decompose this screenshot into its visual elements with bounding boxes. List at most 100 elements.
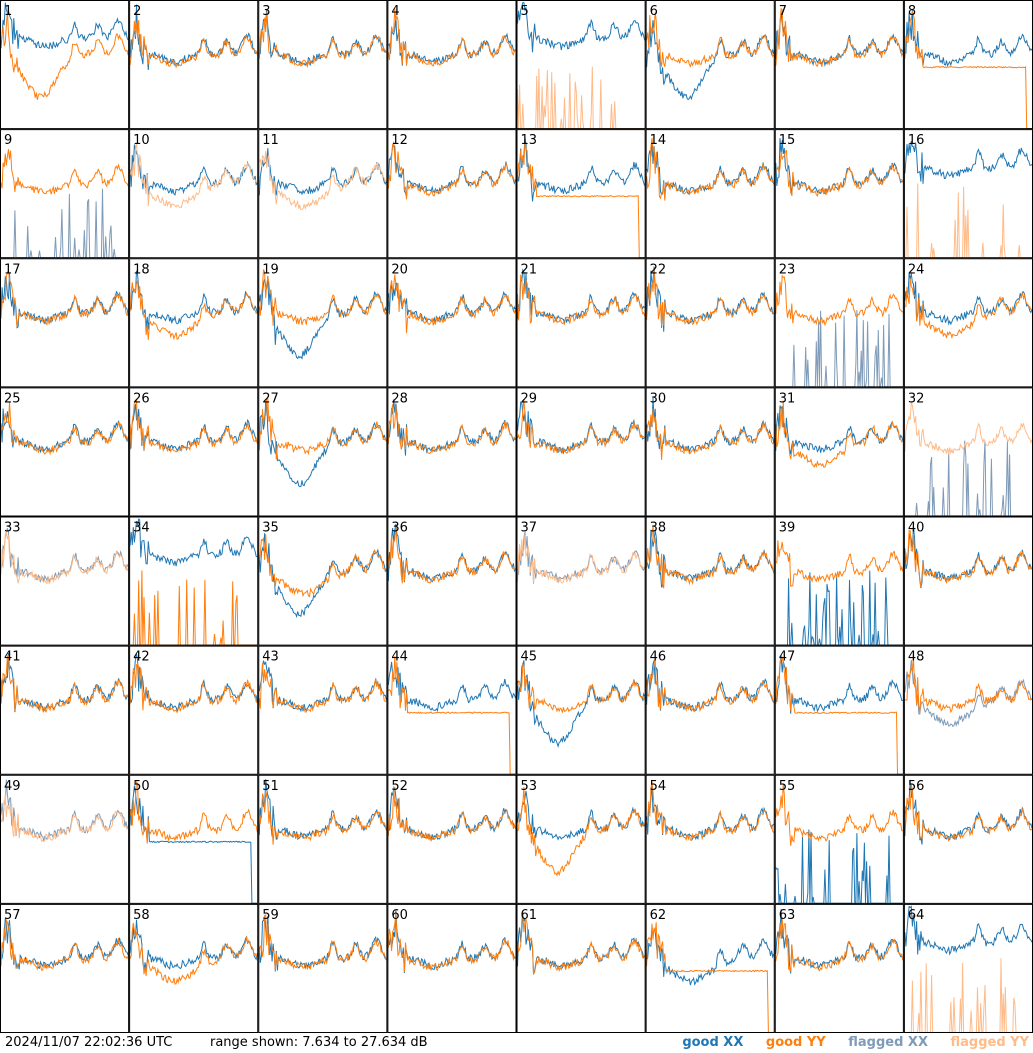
panel-20-frame [387, 258, 517, 388]
panel-29-yy-series [517, 400, 645, 454]
panel-30: 30 [645, 387, 775, 517]
panel-33-xx-series [0, 528, 129, 584]
panel-61-label: 61 [521, 908, 538, 923]
panel-16: 16 [903, 129, 1033, 259]
range-label: range shown: 7.634 to 27.634 dB [210, 1035, 428, 1050]
panel-35-label: 35 [262, 521, 279, 536]
panel-12: 12 [387, 129, 517, 259]
panel-34: 34 [129, 516, 259, 646]
panel-27-label: 27 [262, 391, 279, 406]
panel-10-xx-series [129, 144, 258, 196]
panel-9-yy-series [0, 149, 129, 195]
panel-1-xx-series [0, 2, 129, 50]
panel-43-frame [258, 645, 388, 775]
panel-45: 45 [516, 645, 646, 775]
panel-53-frame [516, 774, 646, 904]
panel-13-yy-series [517, 139, 645, 259]
panel-56-label: 56 [908, 779, 925, 794]
panel-42: 42 [129, 645, 259, 775]
panel-28-frame [387, 387, 517, 517]
panel-64-yy-series [904, 958, 1032, 1033]
panel-37-label: 37 [521, 521, 538, 536]
panel-63-label: 63 [779, 908, 796, 923]
panel-51: 51 [258, 774, 388, 904]
panel-5-yy-series [517, 66, 645, 129]
panel-8-xx-series [904, 9, 1033, 68]
panel-11: 11 [258, 129, 388, 259]
panel-31-frame [774, 387, 904, 517]
panel-17-yy-series [0, 269, 129, 327]
panel-41: 41 [0, 645, 130, 775]
panel-32-yy-series [904, 401, 1033, 455]
panel-25-xx-series [0, 408, 129, 454]
panel-55-yy-series [775, 784, 903, 846]
panel-9: 9 [0, 129, 130, 259]
panel-58-yy-series [129, 922, 258, 985]
panel-30-frame [645, 387, 775, 517]
panel-26-yy-series [129, 398, 258, 453]
panel-34-frame [129, 516, 259, 646]
panel-47-xx-series [775, 655, 903, 714]
panel-60-yy-series [387, 912, 516, 973]
panel-63-xx-series [775, 909, 904, 974]
panel-60: 60 [387, 903, 517, 1033]
panel-36-yy-series [387, 526, 516, 584]
panel-62-yy-series [646, 922, 774, 1033]
panel-47-yy-series [775, 656, 903, 775]
panel-24-frame [903, 258, 1033, 388]
panel-42-label: 42 [133, 650, 150, 665]
panel-44: 44 [387, 645, 517, 775]
panel-26-xx-series [129, 403, 258, 452]
panel-13-frame [516, 129, 646, 259]
panel-5-label: 5 [521, 4, 529, 19]
panel-48-yy-series [904, 655, 1033, 714]
panel-16-yy-series [904, 183, 1032, 259]
panel-30-label: 30 [650, 391, 667, 406]
panel-52-yy-series [387, 786, 516, 843]
legend-flagged-yy: flagged YY [950, 1035, 1030, 1050]
panel-42-yy-series [129, 662, 258, 714]
panel-61: 61 [516, 903, 646, 1033]
panel-1-label: 1 [4, 4, 12, 19]
panel-37-frame [516, 516, 646, 646]
panel-26-label: 26 [133, 391, 150, 406]
panel-31-xx-series [775, 405, 904, 455]
panel-39: 39 [774, 516, 904, 646]
panel-1-frame [0, 0, 130, 130]
panel-38: 38 [645, 516, 775, 646]
panel-51-label: 51 [262, 779, 279, 794]
panel-18-frame [129, 258, 259, 388]
panel-59: 59 [258, 903, 388, 1033]
panel-33-label: 33 [4, 521, 21, 536]
panel-14-frame [645, 129, 775, 259]
panel-28-label: 28 [391, 391, 408, 406]
panel-2-label: 2 [133, 4, 141, 19]
panel-39-label: 39 [779, 521, 796, 536]
panel-34-xx-series [129, 518, 258, 567]
panel-14-label: 14 [650, 133, 667, 148]
panel-6-label: 6 [650, 4, 658, 19]
panel-8-yy-series [904, 10, 1032, 129]
panel-19-yy-series [258, 269, 387, 326]
panel-50-xx-series [129, 785, 258, 904]
panel-48-label: 48 [908, 650, 925, 665]
panel-11-yy-series [258, 151, 387, 211]
panel-44-label: 44 [391, 650, 408, 665]
panel-41-yy-series [0, 655, 129, 713]
panel-54-frame [645, 774, 775, 904]
panel-6-xx-series [646, 19, 775, 101]
panel-63: 63 [774, 903, 904, 1033]
panel-30-yy-series [646, 408, 774, 460]
panel-15: 15 [774, 129, 904, 259]
panel-56-yy-series [904, 784, 1033, 842]
panel-58-label: 58 [133, 908, 150, 923]
panel-7-yy-series [775, 7, 904, 67]
panel-27-frame [258, 387, 388, 517]
panel-56-xx-series [904, 779, 1033, 845]
panel-23-xx-series [775, 309, 903, 388]
panel-22-yy-series [646, 269, 775, 327]
panel-15-label: 15 [779, 133, 796, 148]
panel-36-label: 36 [391, 521, 408, 536]
panel-20-yy-series [387, 274, 516, 334]
panel-47-frame [774, 645, 904, 775]
